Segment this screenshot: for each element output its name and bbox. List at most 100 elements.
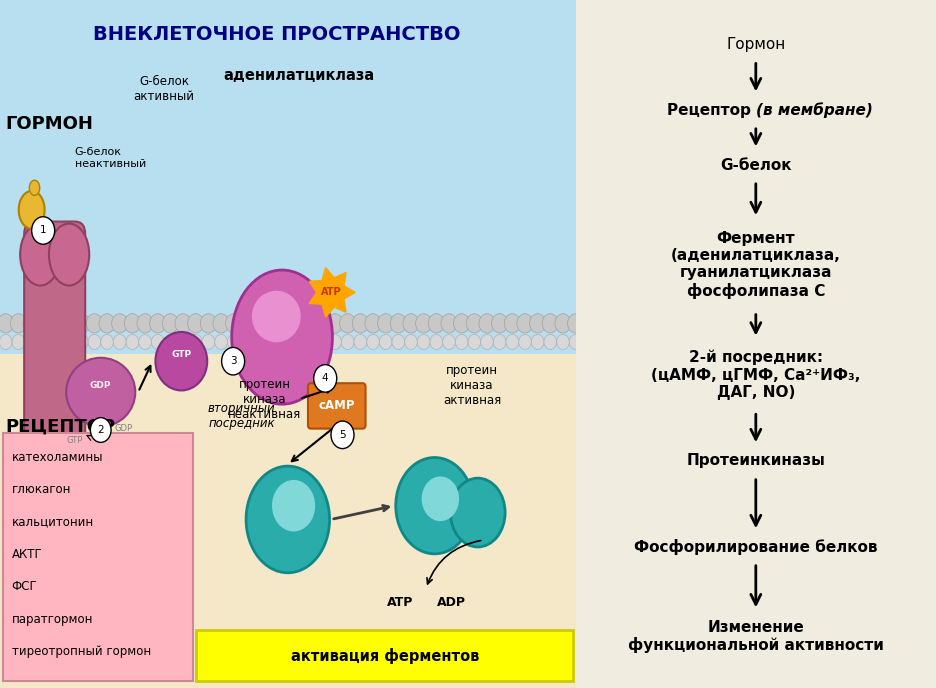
Circle shape <box>417 334 430 350</box>
Circle shape <box>239 314 255 333</box>
FancyBboxPatch shape <box>0 354 576 688</box>
Circle shape <box>86 314 102 333</box>
Circle shape <box>266 334 278 350</box>
Circle shape <box>222 347 244 375</box>
Circle shape <box>88 334 101 350</box>
Text: 3: 3 <box>230 356 237 366</box>
Circle shape <box>226 314 241 333</box>
Circle shape <box>37 334 51 350</box>
Text: 4: 4 <box>322 374 329 383</box>
Circle shape <box>74 314 90 333</box>
Text: ГОРМОН: ГОРМОН <box>6 115 94 133</box>
Circle shape <box>63 334 76 350</box>
Circle shape <box>491 314 507 333</box>
Circle shape <box>542 314 559 333</box>
Circle shape <box>177 334 189 350</box>
Circle shape <box>0 314 14 333</box>
Text: ATP: ATP <box>387 596 414 608</box>
Circle shape <box>517 314 533 333</box>
Ellipse shape <box>450 478 505 547</box>
Ellipse shape <box>246 466 329 572</box>
Text: протеин
киназа
неактивная: протеин киназа неактивная <box>228 378 301 420</box>
Circle shape <box>23 314 39 333</box>
Text: (в мембране): (в мембране) <box>756 103 872 118</box>
Ellipse shape <box>272 480 315 531</box>
Circle shape <box>569 334 582 350</box>
Circle shape <box>316 334 329 350</box>
Circle shape <box>443 334 455 350</box>
FancyBboxPatch shape <box>196 630 573 681</box>
Circle shape <box>557 334 569 350</box>
Text: G-белок
неактивный: G-белок неактивный <box>75 147 146 169</box>
Circle shape <box>481 334 493 350</box>
Circle shape <box>36 314 51 333</box>
Circle shape <box>139 334 152 350</box>
Circle shape <box>441 314 457 333</box>
Circle shape <box>276 314 292 333</box>
Circle shape <box>532 334 544 350</box>
Circle shape <box>301 314 317 333</box>
Circle shape <box>32 217 54 244</box>
Text: АКТГ: АКТГ <box>11 548 42 561</box>
Text: ВНЕКЛЕТОЧНОЕ ПРОСТРАНСТВО: ВНЕКЛЕТОЧНОЕ ПРОСТРАНСТВО <box>93 25 461 44</box>
Circle shape <box>213 314 229 333</box>
Text: ADP: ADP <box>437 596 466 608</box>
Circle shape <box>416 314 431 333</box>
Text: Гормон: Гормон <box>726 37 785 52</box>
Circle shape <box>544 334 557 350</box>
Text: ATP: ATP <box>321 288 342 297</box>
Ellipse shape <box>66 358 136 427</box>
Circle shape <box>354 334 367 350</box>
Ellipse shape <box>155 332 207 391</box>
Ellipse shape <box>21 224 61 286</box>
Circle shape <box>61 314 77 333</box>
Circle shape <box>137 314 154 333</box>
Circle shape <box>479 314 495 333</box>
Circle shape <box>454 314 470 333</box>
Text: 1: 1 <box>40 226 47 235</box>
Ellipse shape <box>49 224 89 286</box>
Circle shape <box>506 334 519 350</box>
Text: GTP: GTP <box>66 436 83 445</box>
Ellipse shape <box>421 476 459 522</box>
Text: GDP: GDP <box>115 424 133 433</box>
Circle shape <box>12 334 24 350</box>
Circle shape <box>430 334 443 350</box>
Text: ФСГ: ФСГ <box>11 581 37 593</box>
Circle shape <box>379 334 392 350</box>
Circle shape <box>392 334 404 350</box>
Circle shape <box>331 421 354 449</box>
Polygon shape <box>309 268 355 317</box>
Text: 2-й посредник:
(цАМФ, цГМФ, Ca²⁺ИФ₃,
ДАГ, NO): 2-й посредник: (цАМФ, цГМФ, Ca²⁺ИФ₃, ДАГ… <box>651 350 860 400</box>
Text: Протеинкиназы: Протеинкиназы <box>686 453 826 469</box>
Circle shape <box>291 334 303 350</box>
Text: Изменение
функциональной активности: Изменение функциональной активности <box>628 620 884 653</box>
Circle shape <box>253 334 266 350</box>
Circle shape <box>519 334 532 350</box>
Circle shape <box>390 314 406 333</box>
Circle shape <box>227 334 240 350</box>
Circle shape <box>164 334 177 350</box>
Circle shape <box>101 334 113 350</box>
Circle shape <box>187 314 204 333</box>
Circle shape <box>189 334 202 350</box>
Circle shape <box>530 314 546 333</box>
Text: GTP: GTP <box>171 350 191 359</box>
Circle shape <box>51 334 63 350</box>
Circle shape <box>150 314 166 333</box>
FancyBboxPatch shape <box>308 383 366 429</box>
Circle shape <box>314 365 337 392</box>
Ellipse shape <box>396 458 474 554</box>
Ellipse shape <box>29 180 39 195</box>
Circle shape <box>175 314 191 333</box>
Circle shape <box>202 334 214 350</box>
Ellipse shape <box>232 270 332 404</box>
Circle shape <box>402 314 419 333</box>
Text: активация ферментов: активация ферментов <box>291 647 480 664</box>
Circle shape <box>240 334 253 350</box>
Text: G-белок
активный: G-белок активный <box>134 76 195 103</box>
Text: 2: 2 <box>97 425 104 435</box>
FancyBboxPatch shape <box>3 433 193 681</box>
Text: катехоламины: катехоламины <box>11 451 103 464</box>
Ellipse shape <box>252 290 300 342</box>
